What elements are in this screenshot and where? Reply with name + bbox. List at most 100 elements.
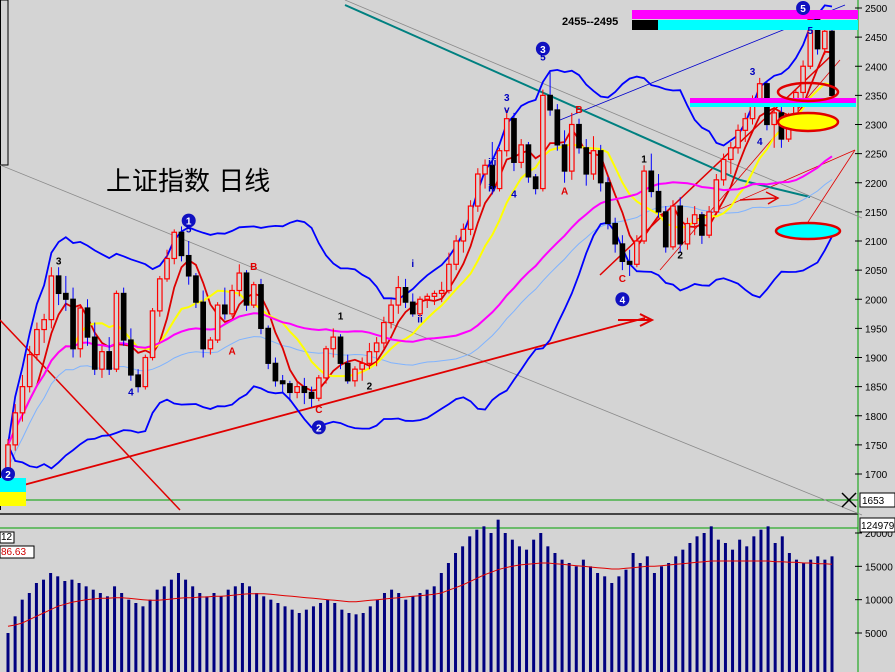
volume-bar — [660, 566, 664, 672]
candle-body — [727, 147, 734, 161]
wave-label-text: ii — [417, 315, 423, 326]
volume-bar — [354, 614, 358, 672]
volume-bar — [290, 609, 294, 672]
candle-body — [185, 254, 192, 277]
wave-label-text: v — [504, 105, 510, 116]
volume-bar — [304, 609, 308, 672]
volume-bar — [397, 593, 401, 672]
volume-bar — [63, 581, 67, 672]
volume-bar — [731, 549, 735, 672]
volume-bar — [468, 536, 472, 672]
candle-body — [648, 170, 655, 193]
candle-body — [366, 351, 373, 364]
volume-bar — [49, 573, 53, 672]
volume-bar — [830, 556, 834, 672]
candle-body — [41, 319, 47, 331]
volume-bar — [155, 589, 159, 672]
volume-bar — [716, 539, 720, 672]
candle-body — [800, 65, 806, 94]
candle-body — [489, 164, 496, 190]
candle-body — [106, 351, 113, 370]
volume-bar — [262, 596, 266, 672]
volume-bar — [162, 586, 166, 672]
candle-body — [438, 289, 445, 295]
resistance-bar-magenta — [690, 98, 856, 104]
wave-label-text: 2 — [5, 470, 11, 481]
price-tick-label: 2150 — [865, 208, 888, 219]
candle-body — [626, 260, 633, 265]
volume-bar — [503, 533, 507, 672]
channel-line-red — [807, 149, 856, 223]
candle-body — [720, 158, 727, 181]
candle-body — [583, 147, 590, 175]
wave-label-text: 4 — [128, 387, 134, 398]
volume-bar — [553, 553, 557, 672]
candle-body — [164, 257, 170, 280]
candle-body — [265, 327, 272, 364]
candle-body — [287, 383, 293, 394]
volume-bar — [624, 569, 628, 672]
cursor-mark — [841, 492, 857, 508]
volume-max-box — [859, 517, 895, 533]
wave-label-circle — [796, 1, 811, 15]
candle-body — [301, 386, 308, 394]
bollinger-lower-line — [7, 221, 833, 470]
volume-bar — [269, 599, 273, 672]
volume-info-1: 12 — [1, 532, 13, 543]
volume-bar — [98, 593, 102, 672]
volume-bar — [439, 573, 443, 672]
volume-bar — [368, 606, 372, 672]
volume-bar — [255, 593, 259, 672]
candle-body — [619, 243, 626, 262]
candle-body — [373, 342, 380, 353]
candle-body — [496, 150, 503, 190]
target-arrow — [618, 313, 655, 327]
volume-bar — [212, 593, 216, 672]
price-tick-label: 1950 — [865, 324, 888, 335]
last-price-label: 1653 — [862, 496, 885, 507]
price-tick-label: 2400 — [865, 62, 888, 73]
volume-bar — [745, 546, 749, 672]
ellipse-highlight — [776, 81, 840, 103]
candle-body — [742, 118, 749, 131]
volume-bar — [375, 599, 379, 672]
volume-bar — [333, 603, 337, 672]
volume-bar — [390, 589, 394, 672]
candle-body — [474, 173, 481, 207]
volume-bar — [233, 586, 237, 672]
wave-label-text: B — [575, 105, 582, 116]
target-zone-bar-magenta — [632, 10, 858, 19]
volume-bar — [794, 559, 798, 672]
start-marker-yellow — [0, 492, 26, 506]
volume-bar — [27, 593, 31, 672]
candle-body — [691, 214, 698, 225]
candle-body — [655, 190, 662, 213]
candle-body — [200, 301, 206, 350]
volume-bar — [240, 583, 244, 672]
candle-body — [34, 328, 40, 356]
candle-body — [460, 228, 467, 242]
candle-body — [236, 272, 243, 292]
volume-bar — [13, 616, 17, 672]
candle-body — [511, 118, 517, 163]
candle-body — [99, 351, 105, 370]
volume-bar — [631, 553, 635, 672]
volume-bar — [759, 529, 763, 672]
wave-label-text: 1 — [186, 217, 192, 228]
wave-label-text: 1 — [338, 312, 344, 323]
volume-max-label: 124979 — [861, 521, 895, 532]
volume-bar — [525, 549, 529, 672]
candle-body — [294, 386, 300, 394]
price-tick-label: 2450 — [865, 33, 888, 44]
volume-bar — [283, 606, 287, 672]
volume-bar — [766, 526, 770, 672]
volume-bar — [809, 559, 813, 672]
price-tick-label: 2350 — [865, 91, 888, 102]
target-zone-bar-cyan — [632, 20, 858, 30]
candle-body — [344, 362, 351, 382]
volume-bar — [752, 536, 756, 672]
volume-bar — [91, 589, 95, 672]
volume-bar — [617, 576, 621, 672]
